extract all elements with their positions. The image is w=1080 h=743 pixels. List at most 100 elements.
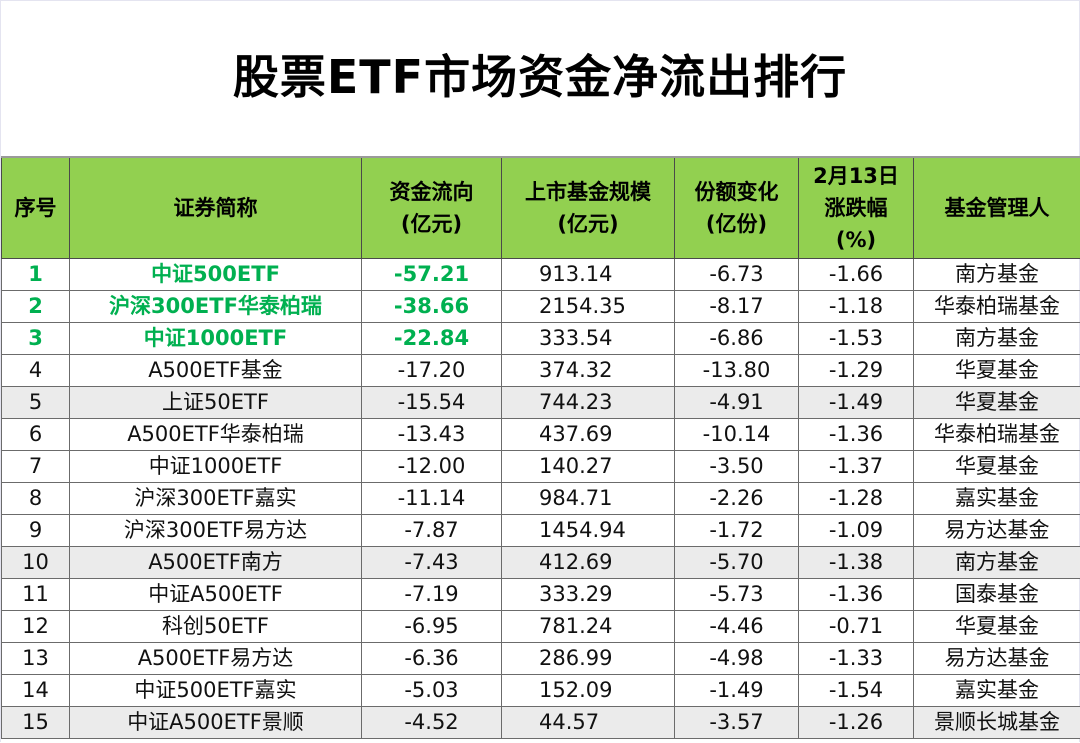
table-row: 3 中证1000ETF -22.84 333.54 -6.86 -1.53 南方基金 [1,321,1080,355]
rank-cell: 15 [1,705,70,739]
fund-manager-cell: 嘉实基金 [913,673,1080,707]
fund-size-cell: 781.24 [501,609,675,643]
rank-cell: 9 [1,513,70,547]
fund-flow-cell: -38.66 [361,289,502,323]
pct-change-cell: -1.09 [798,513,914,547]
share-change-cell: -8.17 [674,289,799,323]
header-text: (亿元) [400,211,463,236]
fund-size-cell: 744.23 [501,385,675,419]
header-text: 2月13日 [813,163,899,188]
header-col-rank: 序号 [1,156,70,259]
fund-flow-cell: -17.20 [361,353,502,387]
fund-size-cell: 437.69 [501,417,675,451]
fund-manager-cell: 华夏基金 [913,609,1080,643]
pct-change-cell: -1.26 [798,705,914,739]
pct-change-cell: -1.49 [798,385,914,419]
pct-change-cell: -1.54 [798,673,914,707]
fund-size-cell: 913.14 [501,257,675,291]
fund-size-cell: 286.99 [501,641,675,675]
pct-change-cell: -1.33 [798,641,914,675]
fund-manager-cell: 华泰柏瑞基金 [913,289,1080,323]
header-text: 涨跌幅 [824,195,888,220]
table-row: 1 中证500ETF -57.21 913.14 -6.73 -1.66 南方基金 [1,257,1080,291]
fund-size-cell: 984.71 [501,481,675,515]
share-change-cell: -3.57 [674,705,799,739]
fund-flow-cell: -13.43 [361,417,502,451]
fund-size-cell: 412.69 [501,545,675,579]
header-col-pct: 2月13日涨跌幅 (%) [798,156,914,259]
security-name-cell: 沪深300ETF嘉实 [69,481,362,515]
fund-flow-cell: -12.00 [361,449,502,483]
share-change-cell: -4.46 [674,609,799,643]
fund-manager-cell: 南方基金 [913,545,1080,579]
security-name-cell: A500ETF华泰柏瑞 [69,417,362,451]
table-row: 8 沪深300ETF嘉实 -11.14 984.71 -2.26 -1.28 嘉实基金 [1,481,1080,515]
pct-change-cell: -1.66 [798,257,914,291]
table-row: 4 A500ETF基金 -17.20 374.32 -13.80 -1.29 华夏基金 [1,353,1080,387]
page-title: 股票ETF市场资金净流出排行 [232,50,848,104]
rank-cell: 2 [1,289,70,323]
header-col-size: 上市基金规模 (亿元) [501,156,675,259]
table-row: 2 沪深300ETF华泰柏瑞 -38.66 2154.35 -8.17 -1.18 华泰柏瑞… [1,289,1080,323]
table-row: 11 中证A500ETF -7.19 333.29 -5.73 -1.36 国泰基金 [1,577,1080,611]
rank-cell: 4 [1,353,70,387]
fund-manager-cell: 景顺长城基金 [913,705,1080,739]
fund-flow-cell: -22.84 [361,321,502,355]
fund-manager-cell: 嘉实基金 [913,481,1080,515]
security-name-cell: 沪深300ETF易方达 [69,513,362,547]
header-text: (%) [835,227,877,252]
fund-flow-cell: -6.36 [361,641,502,675]
rank-cell: 5 [1,385,70,419]
rank-cell: 3 [1,321,70,355]
fund-size-cell: 333.29 [501,577,675,611]
share-change-cell: -6.73 [674,257,799,291]
security-name-cell: A500ETF南方 [69,545,362,579]
table-row: 12 科创50ETF -6.95 781.24 -4.46 -0.71 华夏基金 [1,609,1080,643]
header-text: 份额变化 [694,179,779,204]
security-name-cell: 中证1000ETF [69,321,362,355]
table-row: 15 中证A500ETF景顺 -4.52 44.57 -3.57 -1.26 景顺长城基金 [1,705,1080,739]
pct-change-cell: -1.29 [798,353,914,387]
security-name-cell: 沪深300ETF华泰柏瑞 [69,289,362,323]
fund-manager-cell: 易方达基金 [913,513,1080,547]
header-text: (亿元) [557,211,619,236]
table-row: 5 上证50ETF -15.54 744.23 -4.91 -1.49 华夏基金 [1,385,1080,419]
share-change-cell: -6.86 [674,321,799,355]
header-col-flow: 资金流向 (亿元) [361,156,502,259]
rank-cell: 13 [1,641,70,675]
table-row: 14 中证500ETF嘉实 -5.03 152.09 -1.49 -1.54 嘉实基金 [1,673,1080,707]
share-change-cell: -1.49 [674,673,799,707]
security-name-cell: 科创50ETF [69,609,362,643]
share-change-cell: -4.98 [674,641,799,675]
fund-flow-cell: -57.21 [361,257,502,291]
table-row: 7 中证1000ETF -12.00 140.27 -3.50 -1.37 华夏基金 [1,449,1080,483]
fund-flow-cell: -7.43 [361,545,502,579]
fund-size-cell: 44.57 [501,705,675,739]
fund-flow-cell: -7.87 [361,513,502,547]
rank-cell: 11 [1,577,70,611]
rank-cell: 14 [1,673,70,707]
header-text: 序号 [14,195,57,220]
rank-cell: 7 [1,449,70,483]
fund-size-cell: 140.27 [501,449,675,483]
share-change-cell: -2.26 [674,481,799,515]
fund-flow-cell: -4.52 [361,705,502,739]
security-name-cell: 中证500ETF [69,257,362,291]
header-col-share-change: 份额变化 (亿份) [674,156,799,259]
rank-cell: 12 [1,609,70,643]
security-name-cell: A500ETF易方达 [69,641,362,675]
pct-change-cell: -1.18 [798,289,914,323]
security-name-cell: 上证50ETF [69,385,362,419]
fund-size-cell: 152.09 [501,673,675,707]
table-row: 6 A500ETF华泰柏瑞 -13.43 437.69 -10.14 -1.36 华泰柏瑞基… [1,417,1080,451]
header-row: 序号 证券简称 资金流向 (亿元) 上市基金规模 (亿元) 份额变化 (亿份) 2月13日 涨跌幅… [1,156,1080,259]
fund-manager-cell: 华夏基金 [913,385,1080,419]
fund-flow-cell: -6.95 [361,609,502,643]
fund-flow-cell: -15.54 [361,385,502,419]
table-body: 1 中证500ETF -57.21 913.14 -6.73 -1.66 南方基金 2 沪深30… [1,257,1080,739]
share-change-cell: -5.70 [674,545,799,579]
pct-change-cell: -0.71 [798,609,914,643]
fund-size-cell: 1454.94 [501,513,675,547]
header-col-name: 证券简称 [69,156,362,259]
pct-change-cell: -1.28 [798,481,914,515]
